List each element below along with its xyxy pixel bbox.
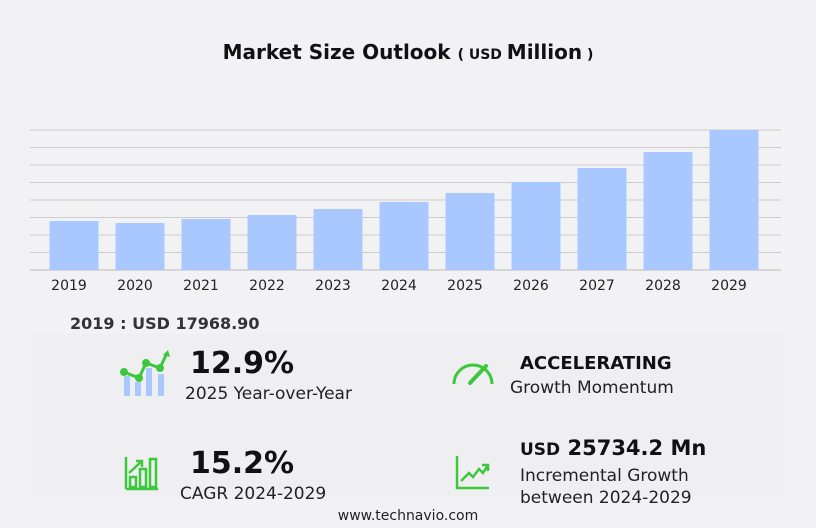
bar-2025 bbox=[445, 192, 495, 270]
yoy-label: 2025 Year-over-Year bbox=[185, 384, 352, 404]
x-tick-label: 2028 bbox=[645, 278, 681, 294]
bar-2027 bbox=[577, 168, 627, 270]
x-tick-label: 2025 bbox=[447, 278, 483, 294]
bar-2024 bbox=[379, 201, 429, 270]
bar-2020 bbox=[115, 222, 165, 270]
bar-2019 bbox=[49, 221, 99, 270]
incremental-prefix: USD bbox=[520, 440, 561, 460]
yoy-value: 12.9% bbox=[190, 346, 295, 381]
x-tick-label: 2024 bbox=[381, 278, 417, 294]
x-tick-label: 2022 bbox=[249, 278, 285, 294]
speedometer-icon bbox=[452, 363, 494, 385]
x-tick-label: 2020 bbox=[117, 278, 153, 294]
stats-panel bbox=[32, 334, 784, 496]
growth-bars-icon bbox=[124, 457, 158, 491]
title-unit: ( USD Million ) bbox=[457, 40, 594, 64]
chart-title: Market Size Outlook ( USD Million ) bbox=[0, 40, 816, 64]
bar-2021 bbox=[181, 219, 231, 270]
x-tick-label: 2029 bbox=[711, 278, 747, 294]
cagr-value: 15.2% bbox=[190, 446, 295, 481]
incremental-growth-icon bbox=[455, 456, 490, 490]
footer-url: www.technavio.com bbox=[337, 508, 479, 524]
bar-2022 bbox=[247, 214, 297, 270]
trend-chart-icon bbox=[120, 350, 170, 396]
x-tick-label: 2021 bbox=[183, 278, 219, 294]
bar-chart: 2019 2020 2021 2022 2023 2024 2025 2026 2027 2028… bbox=[30, 129, 781, 294]
title-text: Market Size Outlook bbox=[222, 40, 451, 64]
momentum-value: ACCELERATING bbox=[520, 353, 672, 374]
x-tick-label: 2019 bbox=[51, 278, 87, 294]
unit-text: Million bbox=[506, 40, 583, 64]
bar-2023 bbox=[313, 208, 363, 270]
bar-2028 bbox=[643, 152, 693, 270]
incremental-value: USD 25734.2 Mn bbox=[520, 436, 706, 460]
bar-2026 bbox=[511, 182, 561, 270]
incremental-label-1: Incremental Growth bbox=[520, 466, 689, 486]
baseline-value: 2019 : USD 17968.90 bbox=[70, 314, 260, 333]
incremental-label-2: between 2024-2029 bbox=[520, 488, 692, 508]
x-tick-label: 2023 bbox=[315, 278, 351, 294]
x-tick-label: 2026 bbox=[513, 278, 549, 294]
cagr-label: CAGR 2024-2029 bbox=[180, 484, 327, 504]
bar-2029 bbox=[709, 130, 759, 270]
incremental-amount: 25734.2 Mn bbox=[567, 436, 707, 460]
momentum-label: Growth Momentum bbox=[510, 378, 674, 398]
unit-prefix: USD bbox=[468, 47, 502, 63]
x-tick-label: 2027 bbox=[579, 278, 615, 294]
